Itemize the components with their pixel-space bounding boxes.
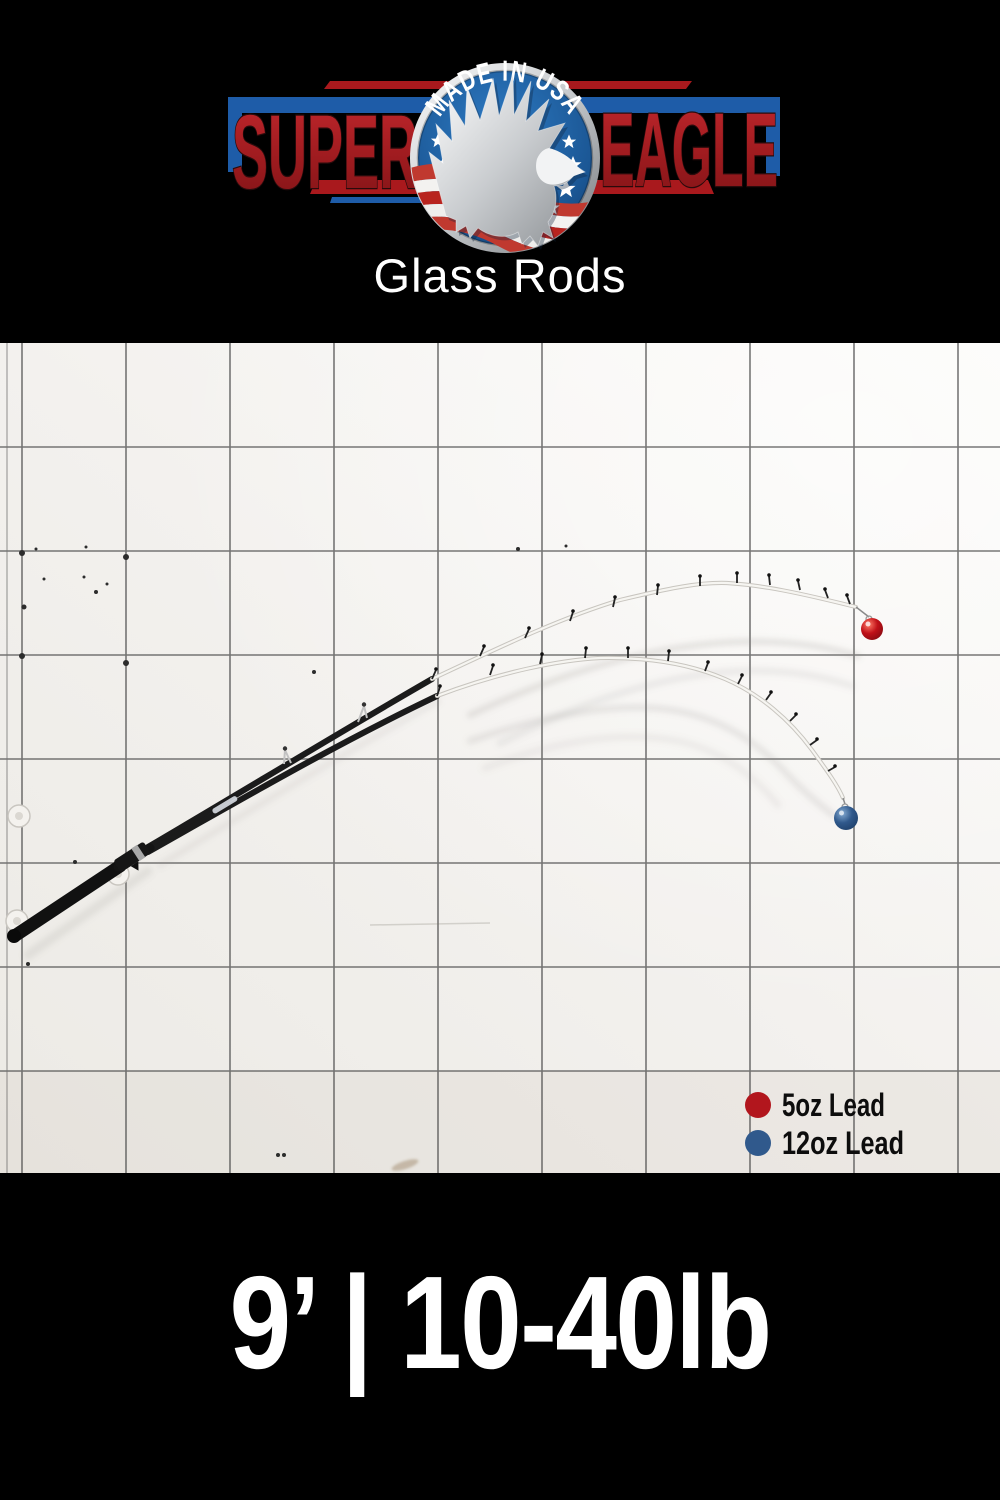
guides-12oz [436, 646, 837, 772]
rod-wall-photo: 5oz Lead 12oz Lead [0, 343, 1000, 1173]
legend-label-5oz: 5oz Lead [782, 1087, 885, 1123]
rod-12oz [145, 655, 846, 855]
header-band: SUPER EAGLE [0, 0, 1000, 343]
eagle-icon [428, 73, 588, 250]
legend-dot-5oz [745, 1092, 771, 1118]
rod-handle [7, 796, 238, 943]
lead-weight-12oz [834, 797, 858, 830]
super-eagle-logo: SUPER EAGLE [228, 56, 780, 253]
lead-weight-5oz [855, 606, 883, 640]
bottom-blue-bar [330, 197, 424, 203]
guides-5oz [431, 571, 851, 680]
legend: 5oz Lead 12oz Lead [745, 1087, 904, 1161]
chrome-guides [282, 702, 368, 765]
eagle-head [536, 148, 585, 185]
wall-screws [19, 544, 568, 1157]
footer-band: 9’ | 10-40lb [0, 1173, 1000, 1500]
legend-dot-12oz [745, 1130, 771, 1156]
rod-photo-svg: 5oz Lead 12oz Lead [0, 343, 1000, 1173]
glass-rods-subtitle: Glass Rods [373, 249, 627, 302]
left-blue-bracket [228, 97, 432, 172]
right-blue-bracket [578, 97, 780, 176]
rod-shadows [23, 638, 861, 960]
brand-right-text: EAGLE [600, 92, 778, 209]
product-spec-text: 9’ | 10-40lb [229, 1249, 773, 1396]
legend-label-12oz: 12oz Lead [782, 1125, 904, 1161]
brand-left-text: SUPER [232, 94, 418, 211]
